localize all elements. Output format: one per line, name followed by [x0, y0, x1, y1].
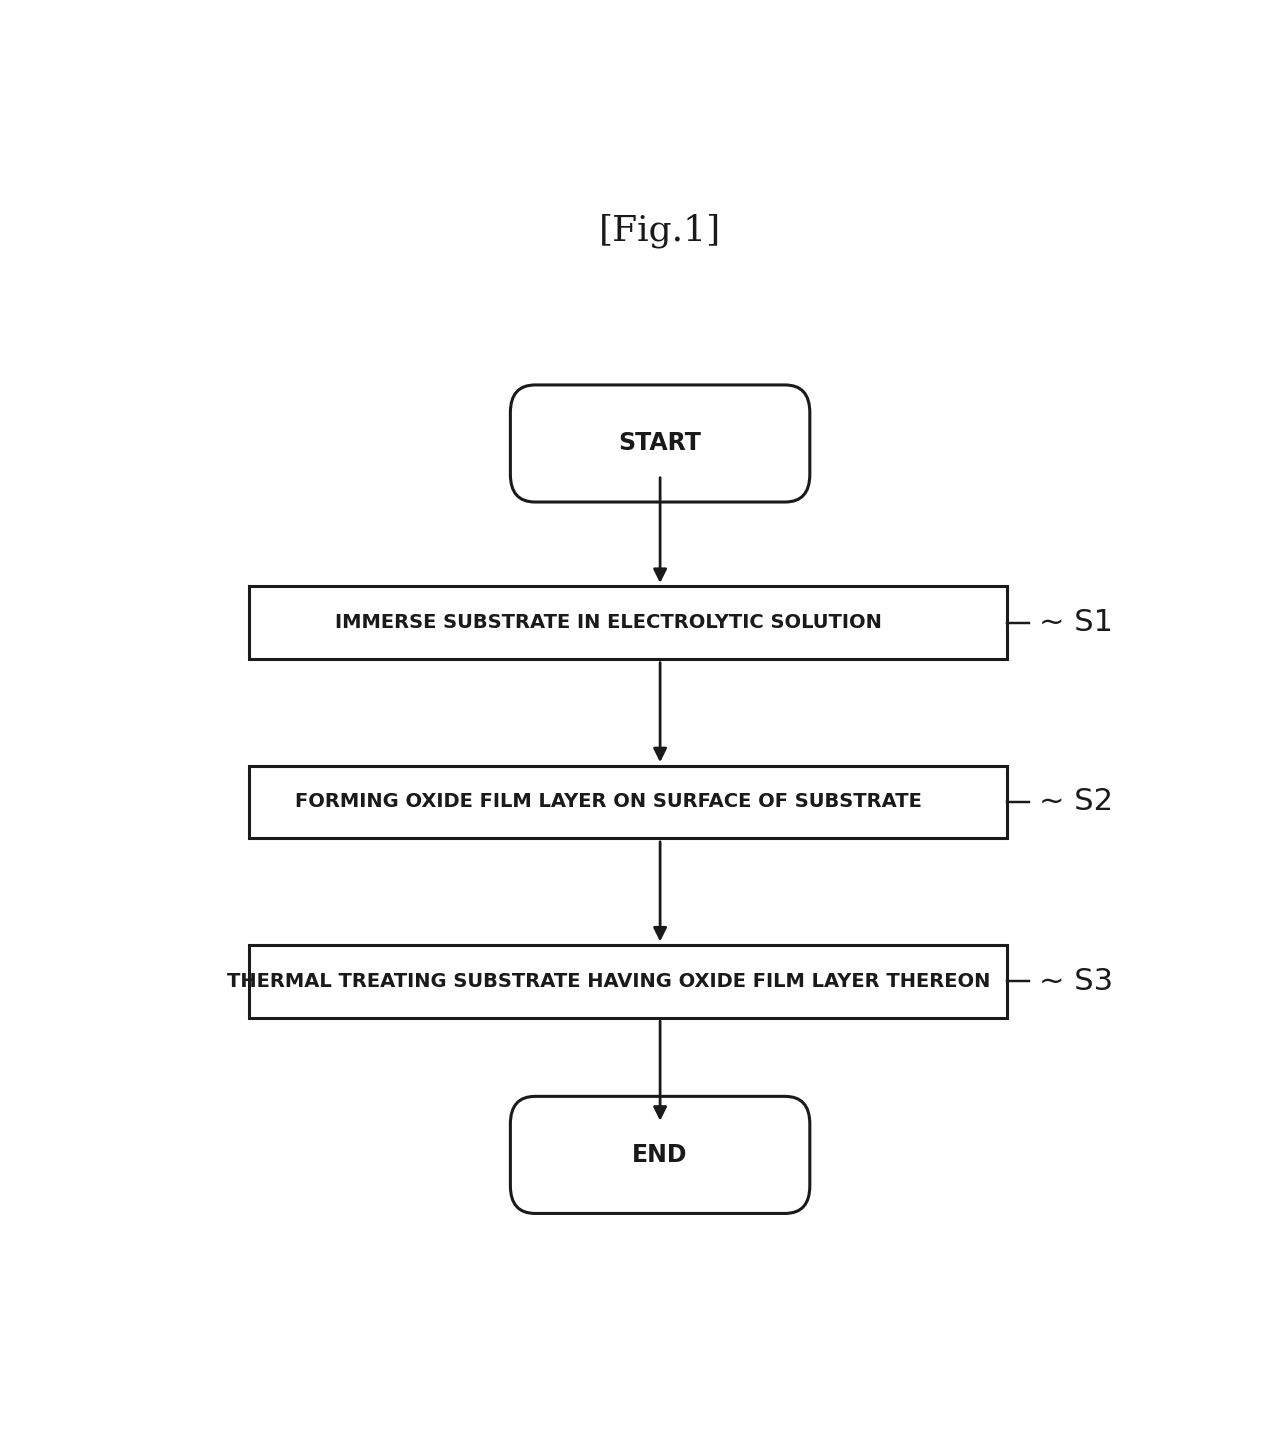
Text: START: START [618, 432, 702, 455]
FancyBboxPatch shape [510, 386, 810, 502]
Text: ~ S3: ~ S3 [1039, 966, 1114, 995]
Text: ~ S1: ~ S1 [1039, 608, 1113, 637]
Text: END: END [632, 1144, 688, 1167]
Text: [Fig.1]: [Fig.1] [599, 214, 721, 249]
Text: FORMING OXIDE FILM LAYER ON SURFACE OF SUBSTRATE: FORMING OXIDE FILM LAYER ON SURFACE OF S… [295, 793, 922, 812]
Bar [249, 586, 1007, 659]
Bar [249, 944, 1007, 1017]
Text: THERMAL TREATING SUBSTRATE HAVING OXIDE FILM LAYER THEREON: THERMAL TREATING SUBSTRATE HAVING OXIDE … [227, 972, 990, 991]
FancyBboxPatch shape [510, 1097, 810, 1213]
Text: ~ S2: ~ S2 [1039, 787, 1113, 816]
Text: IMMERSE SUBSTRATE IN ELECTROLYTIC SOLUTION: IMMERSE SUBSTRATE IN ELECTROLYTIC SOLUTI… [335, 613, 881, 633]
Bar [249, 765, 1007, 838]
